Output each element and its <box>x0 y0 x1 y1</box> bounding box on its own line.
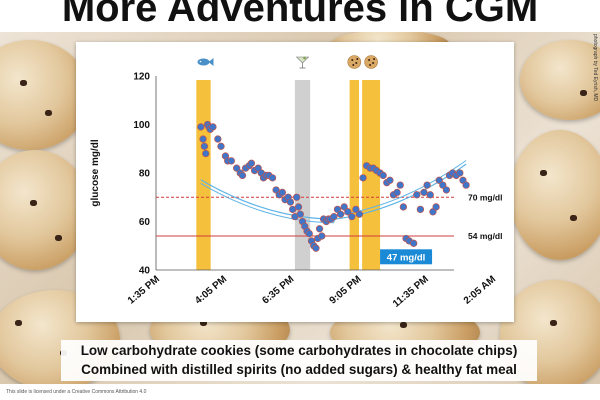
data-point <box>293 193 301 201</box>
data-point <box>426 191 434 199</box>
data-point <box>423 181 431 189</box>
y-tick-label: 40 <box>139 266 151 277</box>
data-point <box>330 212 338 221</box>
reference-line-label: 70 mg/dl <box>468 192 502 202</box>
event-band <box>362 80 381 270</box>
data-point <box>247 159 256 167</box>
data-point <box>305 229 313 238</box>
cookie-image <box>510 130 600 260</box>
data-point <box>416 205 425 214</box>
x-tick-label: 11:35 PM <box>391 274 431 310</box>
data-point <box>200 142 209 150</box>
data-point <box>442 186 451 194</box>
data-point <box>413 191 421 199</box>
data-point <box>315 225 324 233</box>
data-point <box>344 208 352 216</box>
x-tick-label: 4:05 PM <box>193 274 229 307</box>
page-title: More Adventures in CGM <box>0 0 600 32</box>
data-point <box>355 210 364 218</box>
cookie-image <box>520 40 600 120</box>
data-point <box>348 212 356 221</box>
data-point <box>336 210 345 218</box>
event-band <box>196 80 211 270</box>
data-point <box>318 232 326 240</box>
x-tick-label: 1:35 PM <box>126 274 162 307</box>
data-point <box>386 176 394 184</box>
data-point <box>278 188 287 197</box>
data-point <box>209 123 217 131</box>
y-tick-label: 120 <box>133 72 150 83</box>
caption: Low carbohydrate cookies (some carbohydr… <box>61 340 537 381</box>
data-point <box>233 164 241 172</box>
data-point <box>296 210 304 218</box>
data-point <box>393 188 401 197</box>
cookie-icon <box>364 55 378 69</box>
data-point <box>214 135 222 143</box>
data-point <box>238 171 247 180</box>
caption-line-1: Low carbohydrate cookies (some carbohydr… <box>80 343 518 358</box>
data-point <box>439 181 447 189</box>
caption-line-2: Combined with distilled spirits (no adde… <box>81 362 517 377</box>
y-axis-label: glucose mg/dl <box>90 139 101 206</box>
data-point <box>340 203 348 211</box>
cookie-image <box>0 150 90 270</box>
martini-icon <box>295 56 310 69</box>
trend-line <box>200 160 467 224</box>
glucose-chart: 40 60 80 100 120 glucose mg/dl 1:35 PM 4:05 PM 6… <box>90 55 502 310</box>
data-point <box>399 203 408 211</box>
data-point <box>432 203 440 211</box>
data-point <box>199 135 207 143</box>
x-tick-label: 9:05 PM <box>328 274 364 307</box>
annotation-label: 47 mg/dl <box>387 252 426 263</box>
reference-line-label: 54 mg/dl <box>468 231 502 241</box>
data-point <box>462 181 470 189</box>
photo-credit: photograph by Ted Eyrish, MD <box>592 34 598 102</box>
data-point <box>227 157 235 165</box>
fish-icon <box>197 58 214 66</box>
data-point <box>359 174 367 182</box>
data-point <box>268 174 277 182</box>
data-point <box>352 205 360 214</box>
cookie-icon <box>347 55 362 69</box>
data-point <box>435 176 443 184</box>
annotation-box <box>380 249 433 265</box>
data-point <box>217 142 225 150</box>
data-point <box>202 149 210 158</box>
data-point <box>379 171 387 180</box>
data-point <box>410 239 418 247</box>
data-point <box>286 198 295 206</box>
data-point <box>456 169 464 177</box>
event-band <box>294 80 311 270</box>
data-point <box>420 188 428 197</box>
y-tick-label: 60 <box>139 217 151 228</box>
data-point <box>396 181 404 189</box>
y-tick-label: 100 <box>133 120 150 131</box>
y-tick-label: 80 <box>139 169 151 180</box>
data-point <box>197 123 205 131</box>
x-tick-label: 2:05 AM <box>462 274 498 307</box>
data-point <box>312 244 320 252</box>
license-footer: This slide is licensed under a Creative … <box>0 384 600 400</box>
data-point <box>294 203 303 211</box>
x-tick-label: 6:35 PM <box>260 274 296 307</box>
event-band <box>349 80 359 270</box>
